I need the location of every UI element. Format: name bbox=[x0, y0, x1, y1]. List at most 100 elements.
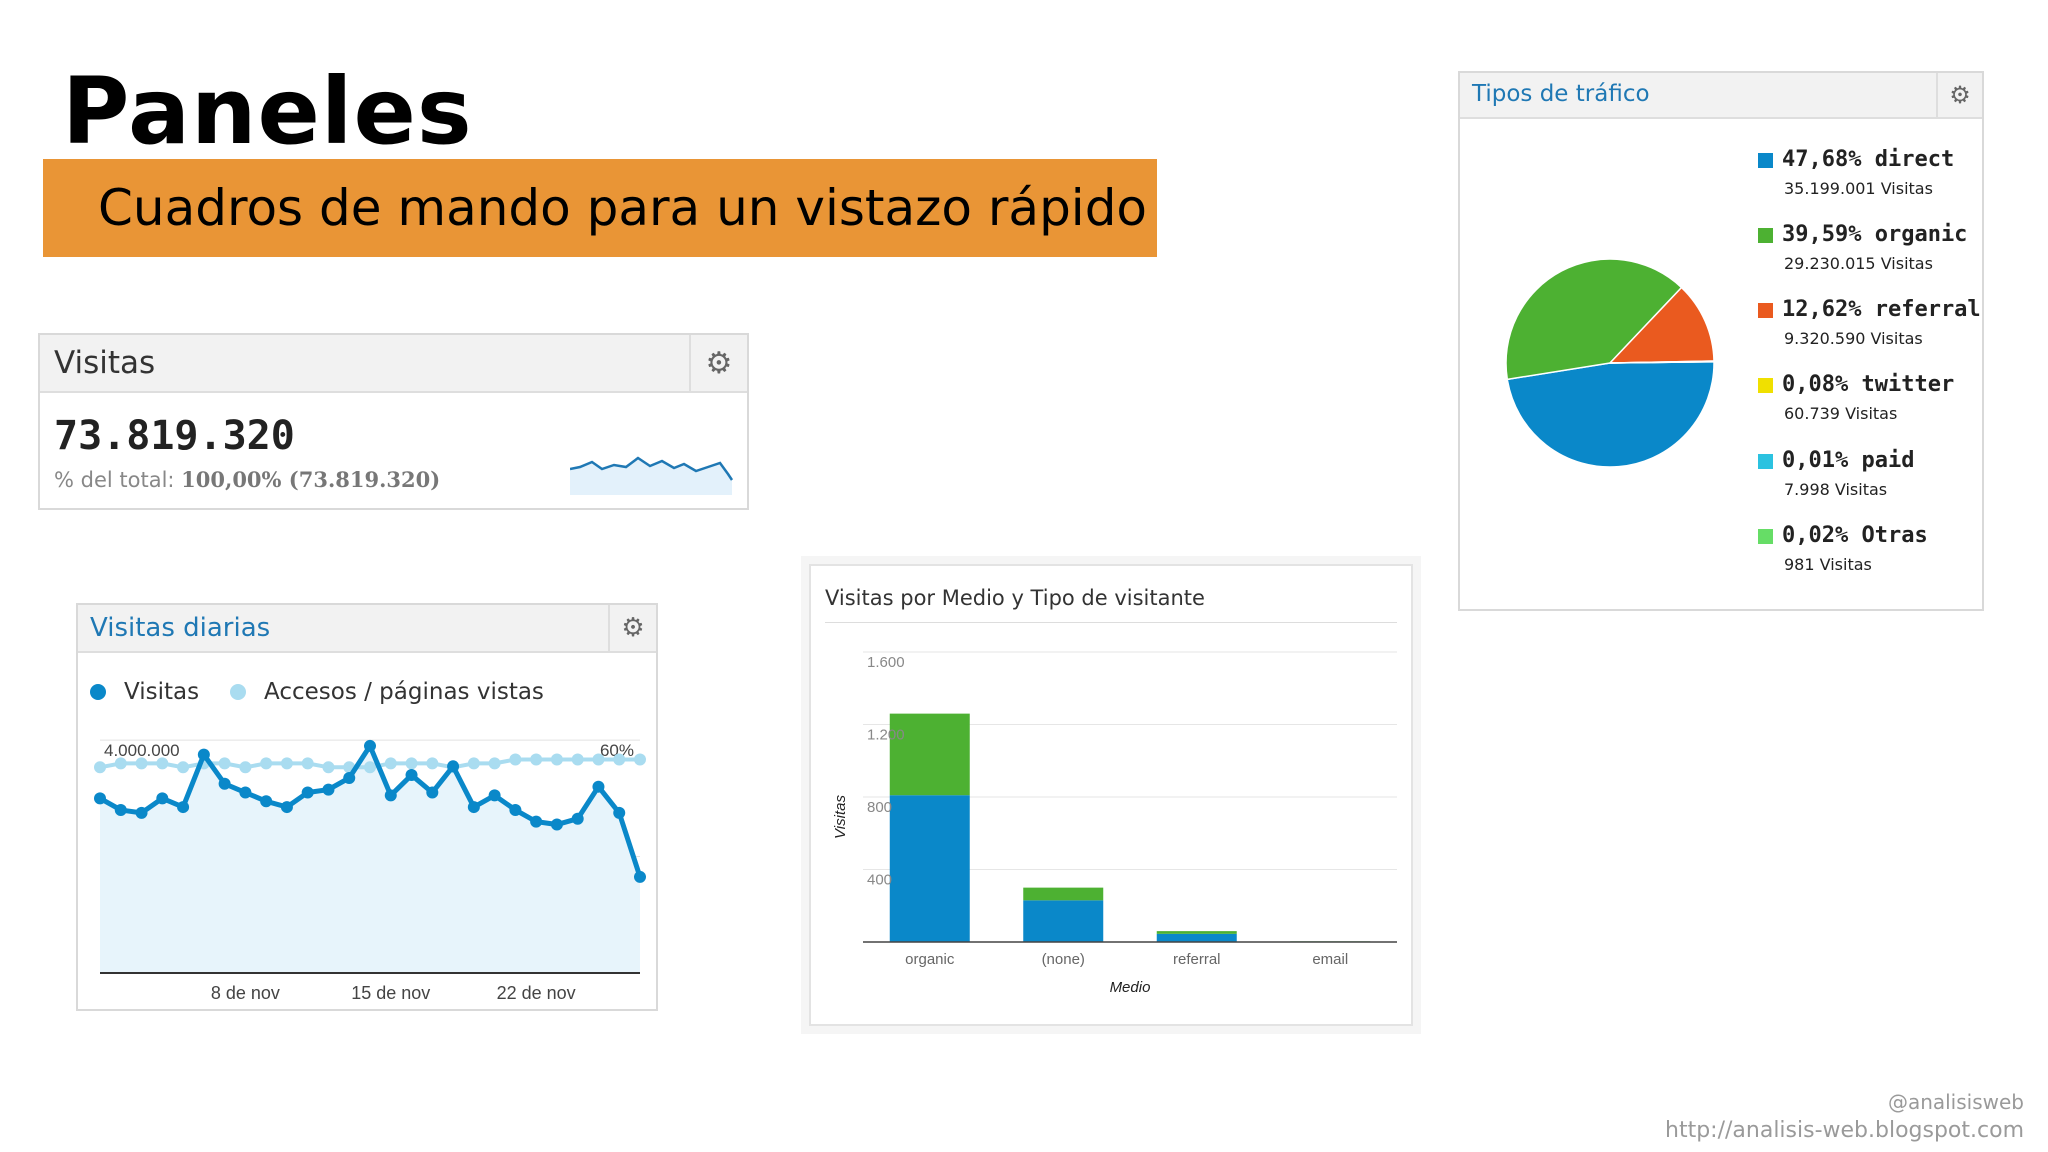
divider bbox=[825, 622, 1397, 623]
gear-icon[interactable]: ⚙ bbox=[1936, 73, 1982, 117]
visitas-widget-header: Visitas ⚙ bbox=[40, 335, 747, 393]
bar-segment bbox=[1023, 900, 1104, 942]
accesos-point bbox=[509, 753, 522, 766]
legend-visits: 9.320.590 Visitas bbox=[1784, 329, 1923, 348]
accesos-point bbox=[364, 761, 376, 774]
x-axis-title: Medio bbox=[1110, 979, 1151, 996]
visitas-diarias-widget: Visitas diarias ⚙ Visitas Accesos / pági… bbox=[76, 603, 658, 1011]
accesos-point bbox=[135, 757, 148, 770]
visitas-sparkline bbox=[570, 456, 734, 495]
legend-visits: 7.998 Visitas bbox=[1784, 480, 1888, 499]
y-tick-label: 1.200 bbox=[867, 727, 905, 744]
visitas-value: 73.819.320 bbox=[54, 413, 295, 459]
visitas-point bbox=[197, 748, 210, 761]
y-tick-label: 400 bbox=[867, 872, 892, 889]
visitas-point bbox=[218, 777, 231, 790]
x-tick-label: 22 de nov bbox=[497, 983, 576, 1001]
accesos-point bbox=[177, 761, 190, 774]
accesos-point bbox=[280, 757, 293, 770]
bar-segment bbox=[889, 713, 970, 796]
bar-segment bbox=[1023, 887, 1104, 901]
accesos-point bbox=[301, 757, 314, 770]
bar-segment bbox=[1156, 933, 1237, 942]
accesos-point bbox=[613, 753, 626, 766]
accesos-point bbox=[426, 757, 439, 770]
visitas-total-value: 100,00% (73.819.320) bbox=[181, 467, 441, 492]
visitas-point bbox=[613, 806, 626, 819]
visitas-widget-title: Visitas bbox=[54, 345, 156, 381]
visitas-point bbox=[322, 783, 335, 796]
visitas-point bbox=[467, 801, 480, 814]
visitas-point bbox=[156, 792, 169, 805]
accesos-point bbox=[634, 753, 646, 766]
legend-item-accesos[interactable]: Accesos / páginas vistas bbox=[230, 679, 544, 705]
visitas-widget: Visitas ⚙ 73.819.320 % del total: 100,00… bbox=[38, 333, 749, 510]
accesos-point bbox=[260, 757, 273, 770]
x-tick-label: email bbox=[1312, 951, 1348, 968]
legend-label: 0,08% twitter bbox=[1782, 372, 1955, 397]
y-axis-title: Visitas bbox=[832, 795, 849, 839]
slide-subtitle: Cuadros de mando para un vistazo rápido bbox=[98, 179, 1148, 237]
legend-swatch bbox=[1758, 378, 1773, 393]
pie-slice-direct bbox=[1506, 360, 1715, 468]
legend-visits: 35.199.001 Visitas bbox=[1784, 179, 1933, 198]
legend-visits: 29.230.015 Visitas bbox=[1784, 254, 1933, 273]
visitas-point bbox=[260, 795, 273, 808]
legend-visits: 60.739 Visitas bbox=[1784, 404, 1898, 423]
visitas-point bbox=[343, 771, 356, 784]
legend-label: 0,02% Otras bbox=[1782, 523, 1928, 548]
visitas-total-label: % del total: bbox=[54, 468, 175, 492]
visitas-point bbox=[592, 780, 605, 793]
visitas-medio-title: Visitas por Medio y Tipo de visitante bbox=[825, 586, 1205, 610]
y-tick-label: 800 bbox=[867, 799, 892, 816]
legend-swatch bbox=[1758, 303, 1773, 318]
visitas-point bbox=[488, 789, 501, 802]
visitas-point bbox=[114, 803, 127, 816]
accesos-point bbox=[571, 753, 584, 766]
visitas-point bbox=[280, 801, 293, 814]
x-tick-label: 15 de nov bbox=[351, 983, 430, 1001]
visitas-point bbox=[94, 792, 106, 805]
legend-swatch bbox=[1758, 153, 1773, 168]
visitas-medio-chart[interactable]: organic (none) referral email 1.600 1.200 800 4… bbox=[811, 626, 1411, 1026]
legend-item-visitas[interactable]: Visitas bbox=[90, 679, 199, 705]
visitas-diarias-header: Visitas diarias ⚙ bbox=[78, 605, 656, 653]
tipos-trafico-widget: Tipos de tráfico ⚙ 47,68% direct 35.199.… bbox=[1458, 71, 1984, 611]
visitas-point bbox=[405, 769, 418, 782]
visitas-total: % del total: 100,00% (73.819.320) bbox=[54, 467, 440, 492]
legend-visits: 981 Visitas bbox=[1784, 555, 1872, 574]
visitas-point bbox=[447, 760, 460, 773]
bar-segment bbox=[889, 795, 970, 942]
credit-url[interactable]: http://analisis-web.blogspot.com bbox=[1665, 1118, 2024, 1143]
x-tick-label: referral bbox=[1173, 951, 1221, 968]
accesos-point bbox=[467, 757, 480, 770]
gear-icon[interactable]: ⚙ bbox=[689, 335, 747, 391]
gear-icon[interactable]: ⚙ bbox=[608, 605, 656, 651]
visitas-point bbox=[364, 739, 376, 752]
credit-handle: @analisisweb bbox=[1887, 1090, 2024, 1114]
accesos-point bbox=[322, 761, 335, 774]
accesos-point bbox=[384, 757, 397, 770]
accesos-point bbox=[94, 761, 106, 774]
visitas-point bbox=[571, 812, 584, 825]
y-right-tick-label: 60% bbox=[600, 741, 634, 760]
x-tick-label: (none) bbox=[1042, 951, 1085, 968]
subtitle-bar: Cuadros de mando para un vistazo rápido bbox=[43, 159, 1157, 257]
x-tick-label: organic bbox=[905, 951, 955, 968]
visitas-point bbox=[384, 789, 397, 802]
legend-label: 12,62% referral bbox=[1782, 297, 1981, 322]
visitas-point bbox=[530, 815, 543, 828]
legend-label: Visitas bbox=[124, 679, 200, 705]
accesos-point bbox=[488, 757, 501, 770]
visitas-point bbox=[301, 786, 314, 799]
legend-label: Accesos / páginas vistas bbox=[264, 679, 544, 705]
legend-dot-icon bbox=[230, 684, 246, 700]
tipos-trafico-pie[interactable] bbox=[1500, 253, 1720, 473]
slide-title: Paneles bbox=[62, 58, 473, 165]
accesos-point bbox=[530, 753, 543, 766]
visitas-point bbox=[634, 870, 646, 883]
visitas-point bbox=[135, 806, 148, 819]
accesos-point bbox=[156, 757, 169, 770]
pie-slice-referral bbox=[1608, 286, 1715, 364]
